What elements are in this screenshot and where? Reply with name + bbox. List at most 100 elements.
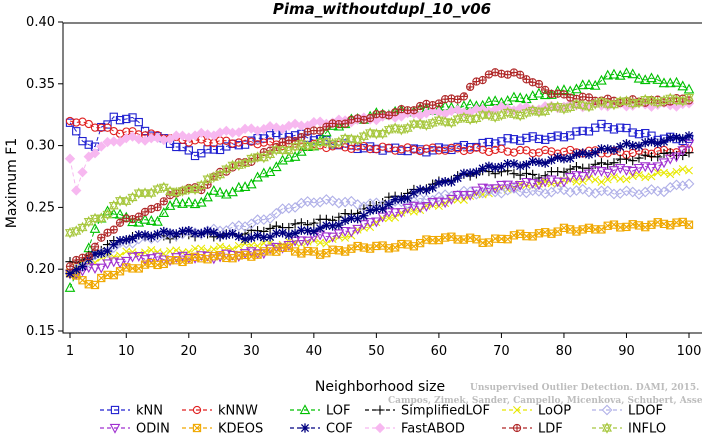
data-point <box>646 184 657 195</box>
data-point <box>340 132 351 145</box>
data-point <box>359 211 369 221</box>
data-point <box>616 174 625 183</box>
data-point <box>565 164 575 174</box>
data-point <box>491 139 500 148</box>
data-point <box>671 132 682 143</box>
data-point <box>302 140 313 152</box>
data-point <box>609 173 618 182</box>
data-point <box>546 101 557 113</box>
data-point <box>541 85 550 95</box>
data-point <box>234 241 243 250</box>
data-point <box>140 187 151 199</box>
data-point <box>639 74 651 85</box>
data-point <box>533 87 545 98</box>
data-point <box>83 256 95 268</box>
data-point <box>433 197 445 208</box>
legend-marker <box>109 423 121 434</box>
data-point <box>615 95 626 108</box>
data-point <box>316 238 325 247</box>
data-point <box>671 76 682 87</box>
data-point <box>521 187 532 199</box>
data-point <box>346 227 357 238</box>
data-point <box>459 168 469 179</box>
legend-item-ldf: LDF <box>502 422 563 434</box>
data-point <box>534 79 544 89</box>
legend-item-simplifiedlof: SimplifiedLOF <box>365 404 490 419</box>
data-point <box>196 179 207 192</box>
data-point <box>77 221 88 234</box>
data-point <box>647 172 656 181</box>
data-point <box>208 184 220 195</box>
data-point <box>296 236 307 247</box>
data-point <box>608 166 620 177</box>
x-tick-label: 80 <box>556 344 573 359</box>
data-point <box>434 143 444 152</box>
watermark-line-1: Unsupervised Outlier Detection. DAMI, 20… <box>470 383 699 393</box>
data-point <box>621 139 632 149</box>
data-point <box>259 232 269 243</box>
legend-marker <box>512 423 522 433</box>
data-point <box>627 68 639 79</box>
data-point <box>290 228 300 239</box>
data-point <box>95 263 107 274</box>
data-point <box>516 70 525 79</box>
data-point <box>320 194 332 205</box>
data-point <box>502 180 513 191</box>
legend-item-loop: LoOP <box>502 404 571 419</box>
legend-marker <box>300 423 310 433</box>
data-point <box>378 142 387 151</box>
data-point <box>678 134 688 144</box>
data-point <box>172 142 181 152</box>
data-point <box>333 197 345 209</box>
data-point <box>103 123 112 132</box>
legend-item-fastabod: FastABOD <box>365 422 465 434</box>
data-point <box>603 144 613 154</box>
data-point <box>596 166 607 177</box>
data-point <box>509 169 519 179</box>
data-point <box>228 139 237 148</box>
data-point <box>434 178 444 188</box>
data-point <box>128 113 137 122</box>
data-point <box>652 162 664 173</box>
legend-item-knn: kNN <box>100 404 163 419</box>
data-point <box>484 137 494 147</box>
data-point <box>483 185 495 197</box>
y-axis-label: Maximum F1 <box>4 138 20 228</box>
data-point <box>552 177 564 188</box>
data-point <box>415 118 426 130</box>
data-point <box>516 145 525 155</box>
data-point <box>371 204 381 214</box>
data-point <box>433 191 445 203</box>
data-point <box>96 141 107 152</box>
data-point <box>628 128 637 137</box>
data-point <box>109 240 119 250</box>
data-point <box>478 75 487 85</box>
data-point <box>134 212 143 221</box>
data-point <box>402 203 413 214</box>
data-point <box>215 168 226 181</box>
data-point <box>652 185 664 197</box>
data-point <box>446 194 457 205</box>
data-point <box>202 191 213 202</box>
data-point <box>346 213 356 224</box>
data-point <box>327 195 338 207</box>
data-point <box>664 154 676 165</box>
data-point <box>314 135 326 146</box>
series-fastabod <box>64 97 695 196</box>
data-point <box>265 223 275 234</box>
data-point <box>634 141 644 151</box>
data-point <box>528 169 538 179</box>
data-point <box>65 116 75 126</box>
data-point <box>546 175 557 186</box>
data-point <box>483 184 495 195</box>
data-point <box>603 123 612 132</box>
data-point <box>577 172 589 182</box>
data-point <box>633 163 645 174</box>
data-point <box>147 246 156 255</box>
data-point <box>139 213 151 224</box>
data-point <box>371 128 382 140</box>
data-point <box>552 183 564 195</box>
data-point <box>197 244 206 253</box>
data-point <box>616 123 625 132</box>
data-point <box>108 257 120 268</box>
